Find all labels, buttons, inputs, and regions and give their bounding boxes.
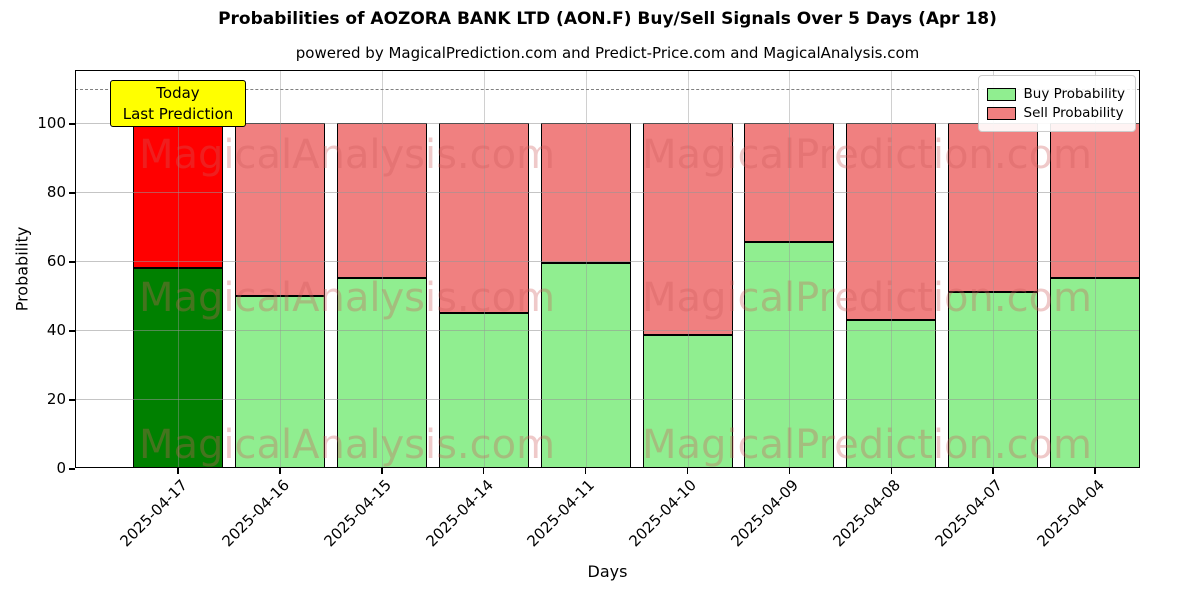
- bar-buy-segment: [133, 267, 223, 468]
- y-tick-label: 0: [56, 459, 66, 477]
- gridline-vertical: [483, 70, 485, 468]
- y-tick-mark: [69, 261, 75, 263]
- bar-sell-segment: [234, 123, 325, 296]
- x-tick-label: 2025-04-16: [218, 476, 293, 551]
- x-tick-label: 2025-04-09: [727, 476, 803, 551]
- x-tick-mark: [584, 468, 587, 474]
- bar-buy-segment: [642, 335, 733, 468]
- x-tick-label: 2025-04-10: [625, 476, 701, 551]
- bar-sell-segment: [744, 123, 835, 243]
- bar-buy-segment: [1050, 278, 1141, 468]
- bar-buy-segment: [948, 292, 1039, 468]
- plot-border: [75, 70, 1140, 468]
- x-tick-mark: [788, 468, 791, 474]
- gridline-horizontal: [75, 261, 1140, 263]
- y-tick-mark: [69, 468, 75, 470]
- watermark-text: MagicalPrediction.com: [642, 275, 1092, 321]
- today-annotation: Today Last Prediction: [110, 80, 246, 127]
- plot-area: MagicalAnalysis.com MagicalPrediction.com…: [75, 70, 1141, 468]
- x-tick-label: 2025-04-11: [523, 476, 599, 551]
- x-tick-label: 2025-04-15: [320, 476, 395, 551]
- gridline-vertical: [993, 70, 995, 468]
- gridline-vertical: [178, 70, 179, 468]
- legend-sell-label: Sell Probability: [1023, 105, 1124, 121]
- x-tick-label: 2025-04-07: [931, 476, 1006, 551]
- bar-buy-segment: [438, 312, 529, 468]
- threshold-dashed-line: [75, 88, 1140, 90]
- x-tick-mark: [890, 468, 893, 474]
- gridline-horizontal: [75, 192, 1140, 194]
- sell-probability-swatch: [986, 106, 1016, 120]
- bar-sell-segment: [1050, 123, 1141, 279]
- y-tick-mark: [69, 330, 75, 332]
- bar-sell-segment: [336, 123, 427, 279]
- y-tick-mark: [69, 123, 75, 125]
- x-axis-label: Days: [587, 562, 628, 581]
- gridline-vertical: [687, 70, 689, 468]
- bar-buy-segment: [336, 278, 427, 468]
- x-tick-mark: [686, 468, 689, 474]
- gridline-vertical: [585, 70, 587, 468]
- gridline-vertical: [1095, 70, 1097, 468]
- grid-layer: [75, 70, 1140, 468]
- bar-buy-segment: [846, 319, 937, 468]
- watermark-text: MagicalAnalysis.com: [138, 132, 556, 178]
- chart-title: Probabilities of AOZORA BANK LTD (AON.F)…: [218, 9, 997, 29]
- gridline-vertical: [891, 70, 893, 468]
- x-tick-mark: [992, 468, 994, 474]
- watermark-layer: MagicalAnalysis.com MagicalPrediction.com…: [75, 70, 1140, 468]
- gridline-horizontal: [75, 399, 1140, 401]
- x-tick-mark: [482, 468, 485, 474]
- today-annotation-line2: Last Prediction: [122, 105, 234, 123]
- gridline-horizontal: [75, 123, 1140, 125]
- watermark-text: MagicalAnalysis.com: [138, 422, 556, 468]
- y-tick-label: 60: [46, 252, 66, 271]
- watermark-text: MagicalAnalysis.com: [138, 275, 556, 321]
- gridline-vertical: [279, 70, 281, 468]
- y-tick-mark: [69, 192, 75, 194]
- x-tick-label: 2025-04-08: [829, 476, 905, 551]
- watermark-text: MagicalPrediction.com: [642, 422, 1092, 468]
- legend-item-sell: Sell Probability: [986, 105, 1125, 121]
- bars-layer: [75, 70, 1141, 468]
- bar-sell-segment: [642, 123, 733, 336]
- x-tick-label: 2025-04-14: [422, 476, 497, 551]
- x-tick-mark: [177, 468, 179, 474]
- x-tick-label: 2025-04-04: [1033, 476, 1108, 551]
- dash-layer: [75, 70, 1140, 468]
- x-tick-mark: [279, 468, 281, 474]
- y-tick-label: 20: [46, 390, 66, 409]
- x-tick-mark: [1094, 468, 1096, 474]
- legend-buy-label: Buy Probability: [1023, 86, 1125, 102]
- x-tick-mark: [381, 468, 383, 474]
- x-tick-label: 2025-04-17: [116, 476, 191, 551]
- bar-buy-segment: [744, 242, 835, 468]
- watermark-text: MagicalPrediction.com: [642, 132, 1092, 178]
- chart-subtitle: powered by MagicalPrediction.com and Pre…: [295, 44, 920, 62]
- gridline-horizontal: [75, 330, 1140, 332]
- y-tick-label: 40: [46, 321, 66, 340]
- gridline-vertical: [381, 70, 383, 468]
- bar-sell-segment: [133, 123, 223, 268]
- legend: Buy Probability Sell Probability: [977, 75, 1136, 132]
- y-tick-label: 80: [46, 183, 66, 202]
- y-tick-label: 100: [37, 114, 66, 133]
- gridline-vertical: [789, 70, 791, 468]
- y-tick-mark: [69, 399, 75, 401]
- legend-item-buy: Buy Probability: [986, 86, 1125, 102]
- today-annotation-line1: Today: [156, 84, 200, 102]
- bar-buy-segment: [540, 262, 631, 468]
- buy-probability-swatch: [986, 87, 1016, 101]
